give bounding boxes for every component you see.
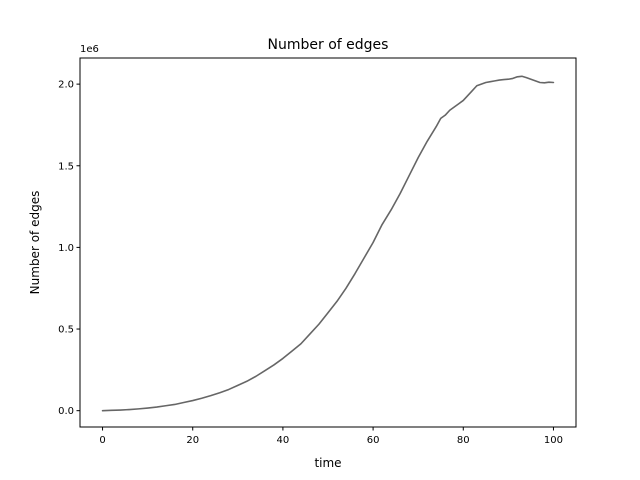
x-tick-label: 0 xyxy=(99,435,105,446)
plot-frame xyxy=(79,57,577,428)
y-tick-label: 0.0 xyxy=(58,406,74,417)
x-axis-label: time xyxy=(314,456,341,470)
y-axis-label: Number of edges xyxy=(28,191,42,295)
y-tick-label: 1.5 xyxy=(58,161,74,172)
x-tick-label: 60 xyxy=(367,435,380,446)
y-axis: 0.0 0.5 1.0 1.5 2.0 xyxy=(58,80,80,417)
y-offset-label: 1e6 xyxy=(80,44,99,55)
plot-area xyxy=(101,75,555,412)
chart-title: Number of edges xyxy=(268,37,389,53)
series-line xyxy=(101,75,555,412)
x-axis: 0 20 40 60 80 100 xyxy=(99,427,563,446)
x-tick-label: 20 xyxy=(186,435,199,446)
x-tick-label: 100 xyxy=(544,435,563,446)
y-tick-label: 0.5 xyxy=(58,325,74,336)
y-tick-label: 1.0 xyxy=(58,243,74,254)
x-tick-label: 80 xyxy=(457,435,470,446)
y-tick-label: 2.0 xyxy=(58,80,74,91)
x-tick-label: 40 xyxy=(277,435,290,446)
